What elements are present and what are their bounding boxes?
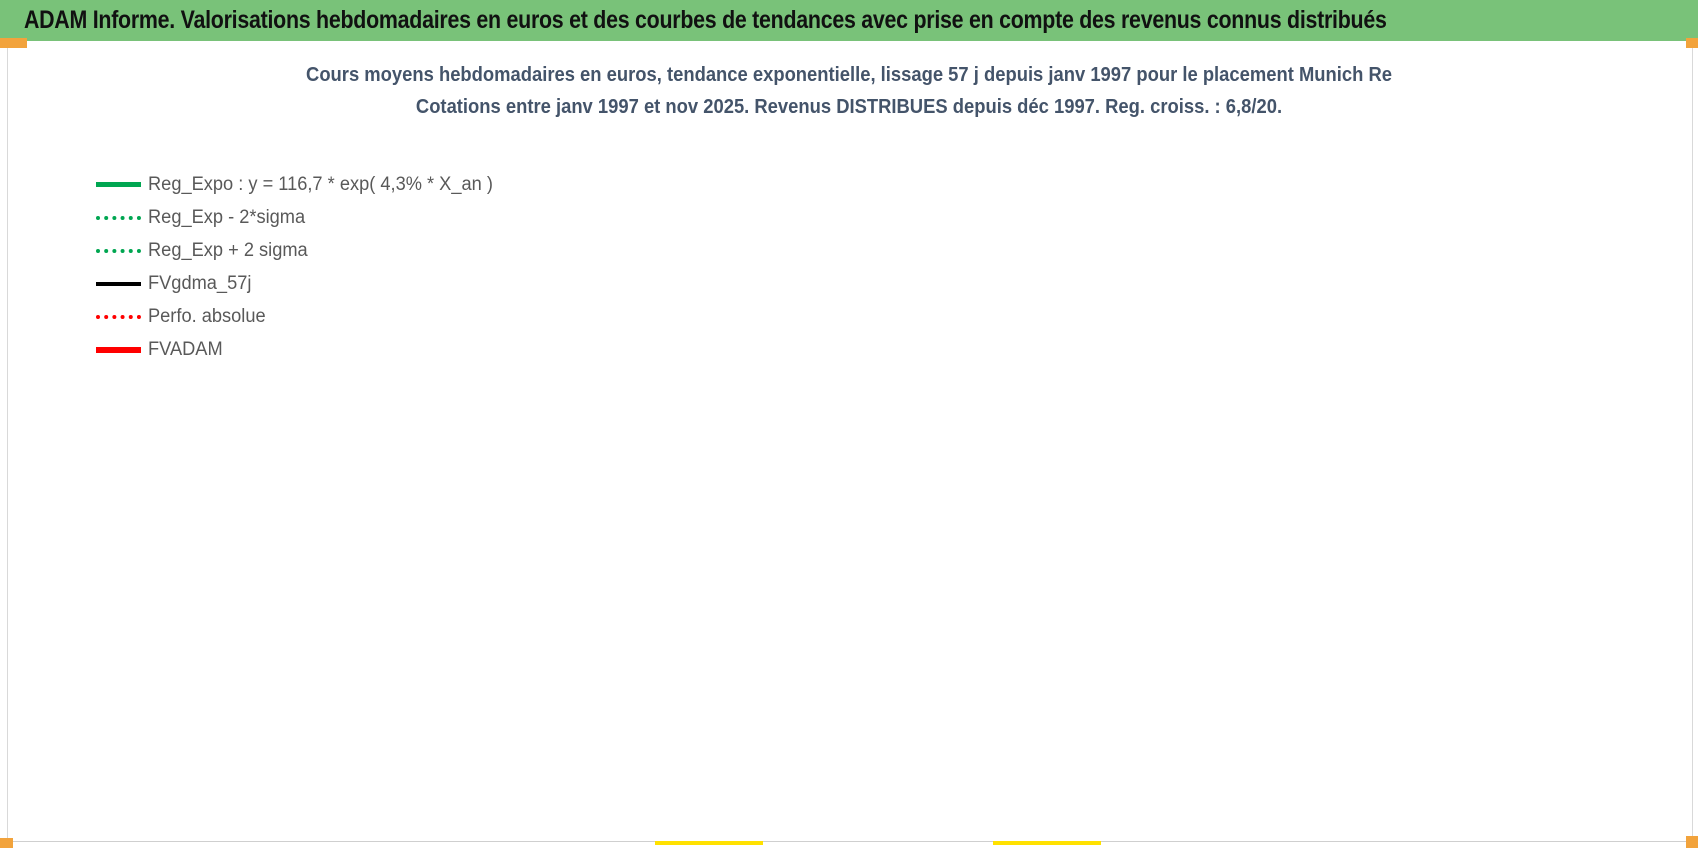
- legend-swatch-solid-line: [96, 346, 141, 353]
- legend-swatch-dotted-line: [96, 215, 141, 220]
- selection-handle-top-right[interactable]: [1686, 38, 1698, 48]
- legend-swatch-dotted-line: [96, 248, 141, 253]
- chart-title-line-2: Cotations entre janv 1997 et nov 2025. R…: [415, 96, 1283, 118]
- legend-label: Reg_Exp - 2*sigma: [148, 206, 306, 228]
- legend-item-reg-exp-2-sigma[interactable]: Reg_Exp - 2*sigma: [96, 201, 507, 234]
- legend-item-reg-exp-2-sigma[interactable]: Reg_Exp + 2 sigma: [96, 234, 507, 267]
- legend-item-fvadam[interactable]: FVADAM: [96, 333, 507, 366]
- legend-label: Perfo. absolue: [148, 305, 266, 327]
- selection-handle-bottom-left[interactable]: [0, 838, 13, 848]
- legend-item-perfo-absolue[interactable]: Perfo. absolue: [96, 300, 507, 333]
- bottom-underline-segment-1: [655, 841, 763, 845]
- legend-label: FVADAM: [148, 338, 223, 360]
- selection-handle-bottom-right[interactable]: [1686, 836, 1698, 848]
- chart-title-line-1: Cours moyens hebdomadaires en euros, ten…: [306, 64, 1392, 86]
- legend-swatch-solid-line: [96, 182, 141, 187]
- selection-handle-top-left[interactable]: [0, 38, 27, 48]
- chart-frame: [7, 45, 1693, 842]
- legend-label: Reg_Exp + 2 sigma: [148, 239, 308, 261]
- legend-item-reg-expo-y-116-7-exp-4-3-x-an-[interactable]: Reg_Expo : y = 116,7 * exp( 4,3% * X_an …: [96, 168, 507, 201]
- legend-label: FVgdma_57j: [148, 272, 252, 294]
- legend-label: Reg_Expo : y = 116,7 * exp( 4,3% * X_an …: [148, 173, 493, 195]
- legend-item-fvgdma-57j[interactable]: FVgdma_57j: [96, 267, 507, 300]
- legend-swatch-solid-line: [96, 281, 141, 286]
- chart-legend: Reg_Expo : y = 116,7 * exp( 4,3% * X_an …: [96, 168, 507, 366]
- bottom-underline-segment-2: [993, 841, 1101, 845]
- header-title: ADAM Informe. Valorisations hebdomadaire…: [23, 6, 1387, 34]
- legend-swatch-dotted-line: [96, 314, 141, 319]
- header-bar: ADAM Informe. Valorisations hebdomadaire…: [0, 0, 1698, 41]
